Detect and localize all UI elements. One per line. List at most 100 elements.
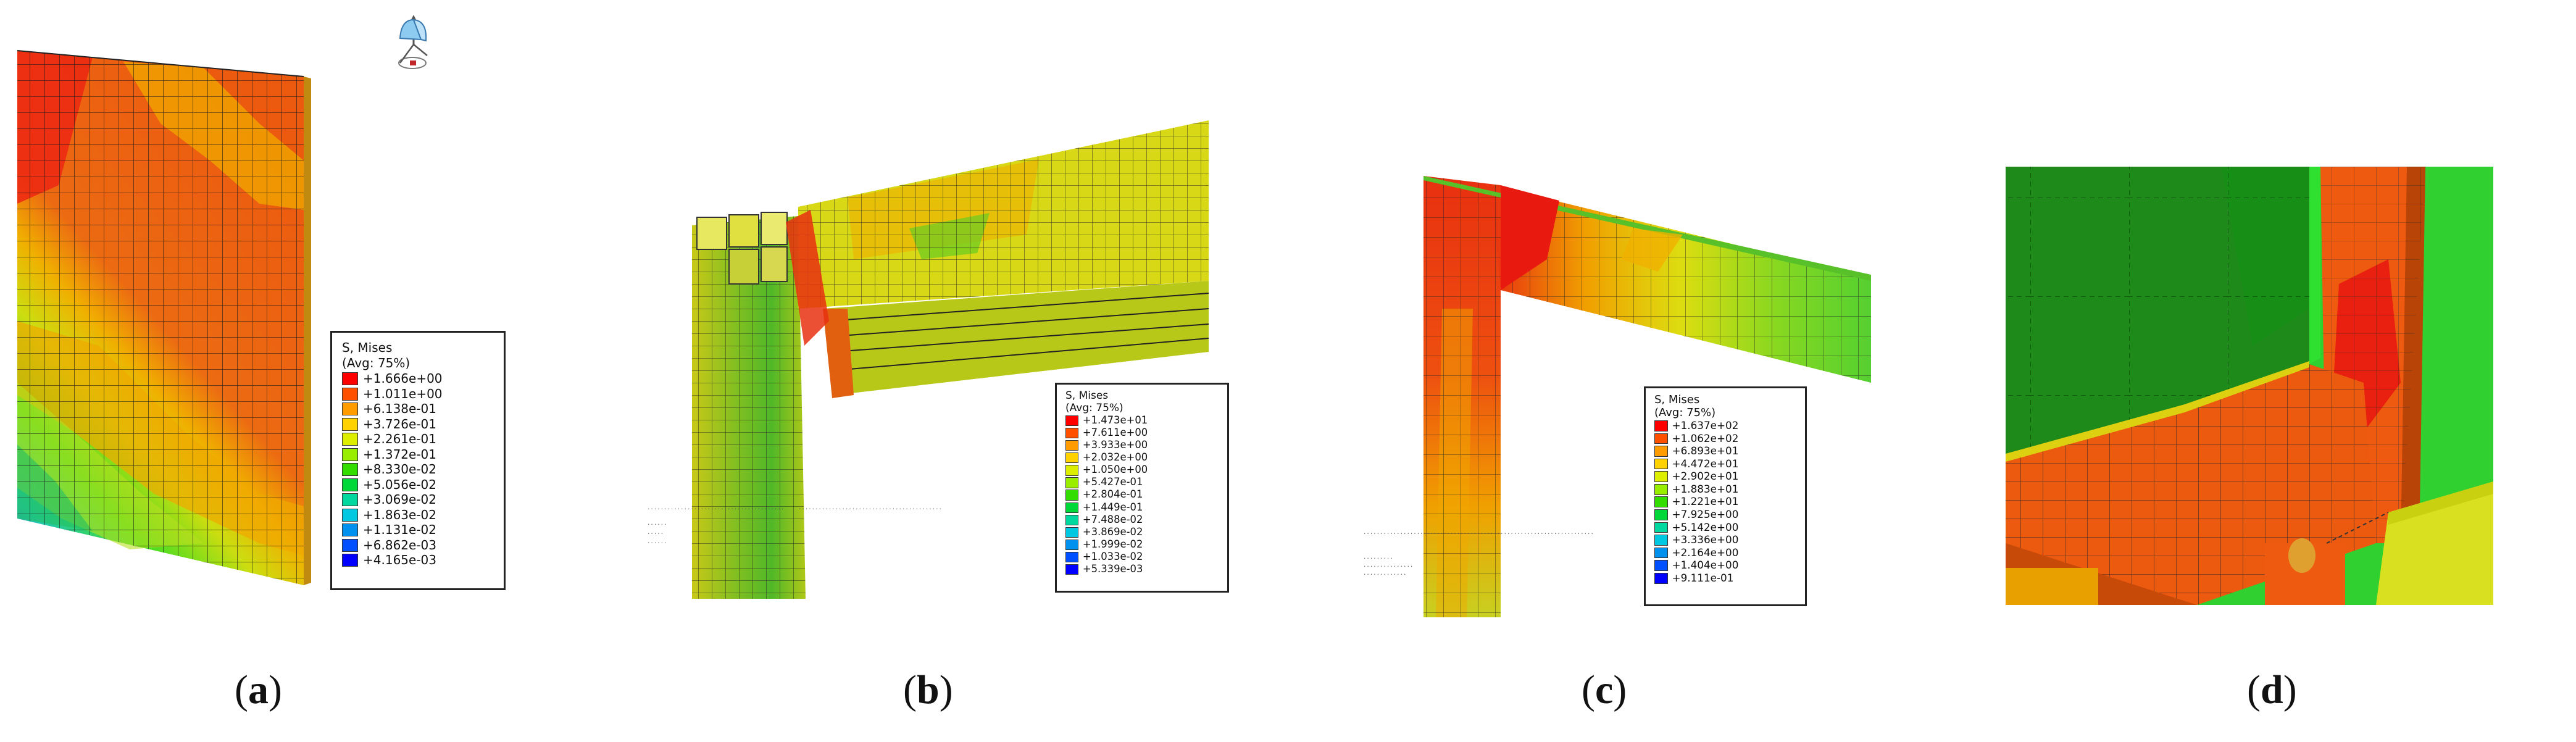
legend-swatch (1654, 446, 1668, 457)
panel-c: ........................................… (1288, 0, 1932, 742)
legend-value: +3.869e-02 (1082, 525, 1143, 538)
svg-text:..............................: ........................................… (647, 505, 784, 511)
legend-rows: +1.473e+01 +7.611e+00 +3.933e+00 +2.032e+00… (1065, 414, 1219, 575)
legend-entry: +7.611e+00 (1065, 427, 1219, 439)
legend-swatch (1065, 452, 1079, 464)
caption-c: (c) (1582, 667, 1627, 712)
legend-value: +5.056e-02 (363, 477, 436, 492)
legend-swatch (1654, 522, 1668, 533)
column-cross-section (696, 212, 788, 285)
legend-swatch (1654, 471, 1668, 482)
legend-swatch (342, 463, 358, 476)
legend-entry: +1.666e+00 (342, 371, 494, 386)
legend-swatch (342, 402, 358, 415)
legend-swatch (342, 478, 358, 491)
legend-entry: +1.473e+01 (1065, 414, 1219, 427)
legend-title: S, Mises (1654, 393, 1700, 406)
legend-value: +1.404e+00 (1672, 559, 1739, 572)
legend-swatch (1065, 440, 1079, 451)
legend-swatch (1654, 560, 1668, 571)
legend-value: +1.999e-02 (1082, 538, 1143, 550)
caption-a: (a) (235, 667, 282, 712)
orientation-triad-icon (398, 15, 428, 69)
legend-entry: +2.164e+00 (1654, 546, 1796, 559)
svg-text:..............................: ........................................… (798, 505, 942, 511)
legend-value: +2.902e+01 (1672, 470, 1739, 483)
legend-entry: +6.893e+01 (1654, 444, 1796, 457)
legend-value: +1.883e+01 (1672, 482, 1739, 495)
legend-swatch (1065, 539, 1079, 550)
stress-legend-b: S, Mises (Avg: 75%) +1.473e+01 +7.611e+00… (1055, 383, 1229, 593)
legend-entry: +3.869e-02 (1065, 526, 1219, 538)
legend-value: +1.372e-01 (363, 446, 436, 462)
legend-entry: +2.902e+01 (1654, 470, 1796, 483)
legend-swatch (1654, 420, 1668, 431)
legend-entry: +2.261e-01 (342, 431, 494, 447)
legend-entry: +4.165e-03 (342, 552, 494, 568)
legend-entry: +4.472e+01 (1654, 457, 1796, 470)
legend-entry: +5.056e-02 (342, 477, 494, 493)
legend-entry: +5.142e+00 (1654, 521, 1796, 534)
legend-subtitle: (Avg: 75%) (342, 356, 411, 370)
legend-value: +3.069e-02 (363, 492, 436, 507)
legend-swatch (342, 538, 358, 552)
legend-entry: +9.111e-01 (1654, 572, 1796, 585)
legend-value: +2.804e-01 (1082, 488, 1143, 501)
legend-entry: +1.637e+02 (1654, 419, 1796, 432)
legend-value: +4.165e-03 (363, 552, 436, 567)
legend-entry: +3.726e-01 (342, 417, 494, 432)
legend-value: +7.925e+00 (1672, 508, 1739, 521)
legend-swatch (342, 448, 358, 461)
caption-d: (d) (2247, 667, 2297, 712)
legend-entry: +1.404e+00 (1654, 559, 1796, 572)
svg-text:...............: ............... (1363, 562, 1413, 569)
legend-value: +4.472e+01 (1672, 457, 1739, 470)
legend-value: +1.062e+02 (1672, 431, 1739, 444)
legend-entry: +6.138e-01 (342, 401, 494, 417)
legend-value: +1.473e+01 (1082, 414, 1148, 426)
contour-plot-b: ........................................… (647, 120, 1209, 599)
legend-swatch (1654, 509, 1668, 520)
legend-value: +7.611e+00 (1082, 427, 1148, 439)
legend-swatch (1065, 490, 1079, 501)
legend-entry: +3.336e+00 (1654, 533, 1796, 546)
legend-value: +5.339e-03 (1082, 562, 1143, 575)
legend-entry: +1.999e-02 (1065, 538, 1219, 551)
legend-rows: +1.666e+00 +1.011e+00 +6.138e-01 +3.726e-01… (342, 371, 494, 568)
legend-swatch (1065, 551, 1079, 563)
legend-value: +5.427e-01 (1082, 476, 1143, 488)
panel-b: ........................................… (644, 0, 1288, 742)
legend-entry: +8.330e-02 (342, 462, 494, 477)
legend-swatch (342, 508, 358, 522)
svg-text:......: ...... (647, 539, 667, 545)
legend-value: +1.666e+00 (363, 371, 443, 386)
legend-value: +6.893e+01 (1672, 444, 1739, 457)
legend-value: +1.033e-02 (1082, 550, 1143, 562)
legend-entry: +1.033e-02 (1065, 551, 1219, 563)
legend-swatch (1065, 415, 1079, 427)
legend-swatch (1065, 465, 1079, 476)
svg-text:......: ...... (647, 520, 667, 527)
legend-entry: +1.062e+02 (1654, 432, 1796, 445)
legend-value: +1.449e-01 (1082, 501, 1143, 513)
svg-text:.....: ..... (647, 530, 664, 536)
legend-swatch (1065, 477, 1079, 488)
stress-legend-c: S, Mises (Avg: 75%) +1.637e+02 +1.062e+02… (1644, 386, 1807, 606)
legend-entry: +2.032e+00 (1065, 451, 1219, 464)
legend-swatch (1065, 514, 1079, 525)
legend-value: +8.330e-02 (363, 462, 436, 477)
legend-swatch (1065, 502, 1079, 513)
legend-value: +3.726e-01 (363, 416, 436, 431)
svg-text:.........: ......... (1363, 554, 1393, 561)
legend-value: +2.032e+00 (1082, 451, 1148, 464)
legend-value: +1.637e+02 (1672, 419, 1739, 431)
legend-value: +1.011e+00 (363, 386, 443, 401)
legend-entry: +7.488e-02 (1065, 514, 1219, 526)
legend-value: +2.164e+00 (1672, 546, 1739, 559)
contour-plot-a (17, 15, 428, 585)
legend-entry: +1.883e+01 (1654, 483, 1796, 496)
caption-b: (b) (903, 667, 953, 712)
legend-swatch (342, 417, 358, 431)
legend-value: +3.336e+00 (1672, 533, 1739, 546)
legend-subtitle: (Avg: 75%) (1065, 402, 1123, 414)
